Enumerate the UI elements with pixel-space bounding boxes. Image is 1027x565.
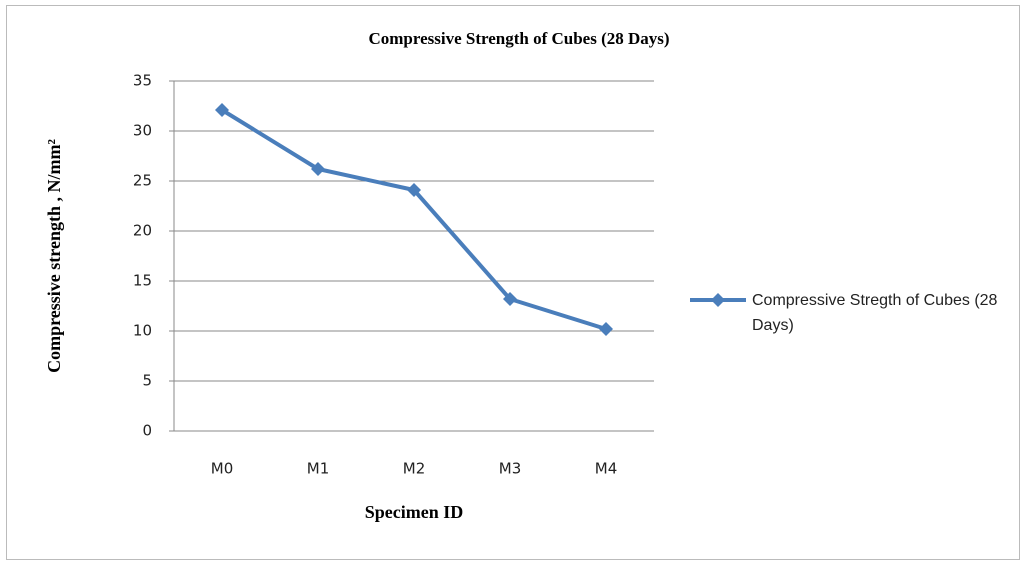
- x-tick-label: M0: [211, 460, 234, 478]
- y-tick-label: 20: [133, 222, 152, 240]
- data-point: [407, 183, 421, 197]
- x-tick-label: M2: [403, 460, 426, 478]
- x-tick-label: M3: [499, 460, 522, 478]
- y-tick-label: 15: [133, 272, 152, 290]
- data-point: [311, 162, 325, 176]
- y-tick-label: 25: [133, 172, 152, 190]
- chart-frame: [6, 5, 1020, 560]
- data-point: [215, 103, 229, 117]
- y-tick-label: 5: [142, 372, 152, 390]
- y-tick-label: 35: [133, 72, 152, 90]
- legend-marker: [711, 293, 725, 307]
- y-tick-label: 10: [133, 322, 152, 340]
- x-tick-label: M4: [595, 460, 618, 478]
- y-tick-label: 30: [133, 122, 152, 140]
- chart-title: Compressive Strength of Cubes (28 Days): [368, 29, 669, 48]
- y-axis-label: Compressive strength , N/mm²: [44, 139, 64, 373]
- x-axis-label: Specimen ID: [365, 502, 464, 522]
- legend-label: Compressive Stregth of Cubes (28 Days): [752, 292, 998, 334]
- data-point: [503, 292, 517, 306]
- x-tick-label: M1: [307, 460, 330, 478]
- data-point: [599, 322, 613, 336]
- y-tick-label: 0: [142, 422, 152, 440]
